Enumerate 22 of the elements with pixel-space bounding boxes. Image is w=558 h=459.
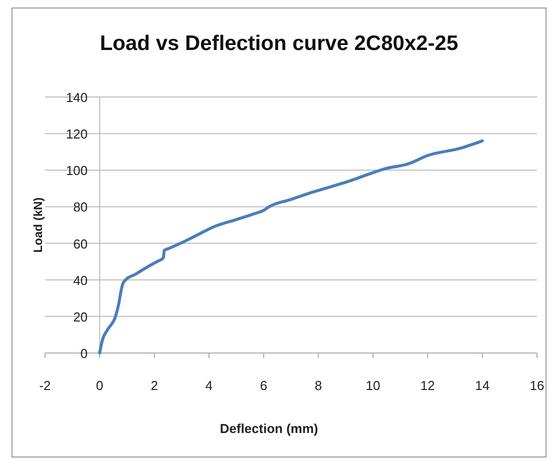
x-tick-label: 8 (314, 378, 322, 393)
y-axis-title: Load (kN) (31, 197, 45, 253)
x-tick-label: 14 (475, 378, 490, 393)
chart-title: Load vs Deflection curve 2C80x2-25 (100, 32, 458, 55)
x-tick-label: 6 (260, 378, 268, 393)
y-tick-label: 60 (73, 236, 88, 252)
x-tick-label: 10 (366, 378, 380, 393)
x-tick-label: 16 (530, 378, 544, 393)
x-tick-label: 12 (420, 378, 435, 393)
y-tick-label: 0 (80, 346, 88, 361)
y-tick-label: 80 (73, 200, 88, 215)
x-tick-label: 2 (150, 378, 158, 393)
y-tick-label: 20 (73, 309, 88, 324)
y-tick-label: 40 (73, 272, 88, 288)
x-tick-label: -2 (39, 378, 51, 393)
y-tick-label: 120 (66, 126, 88, 142)
x-tick-label: 4 (205, 378, 213, 393)
y-tick-label: 140 (66, 90, 88, 105)
line-series (98, 139, 484, 354)
x-axis-title: Deflection (mm) (220, 421, 318, 436)
x-tick-label: 0 (96, 378, 104, 393)
y-tick-label: 100 (66, 163, 88, 178)
